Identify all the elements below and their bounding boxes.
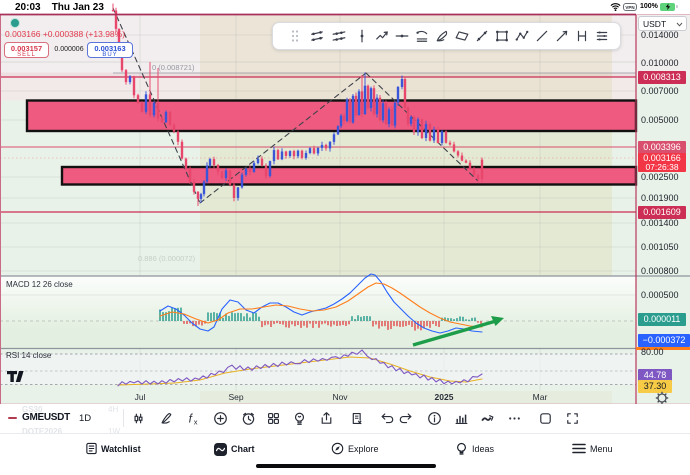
- svg-text:0.886 (0.000072): 0.886 (0.000072): [138, 254, 196, 263]
- svg-text:MACD 12 26 close: MACD 12 26 close: [6, 280, 73, 289]
- svg-text:0 (0.008721): 0 (0.008721): [152, 63, 195, 72]
- svg-text:RSI 14 close: RSI 14 close: [6, 351, 52, 360]
- svg-text:x: x: [194, 417, 198, 426]
- svg-text:f: f: [189, 412, 194, 425]
